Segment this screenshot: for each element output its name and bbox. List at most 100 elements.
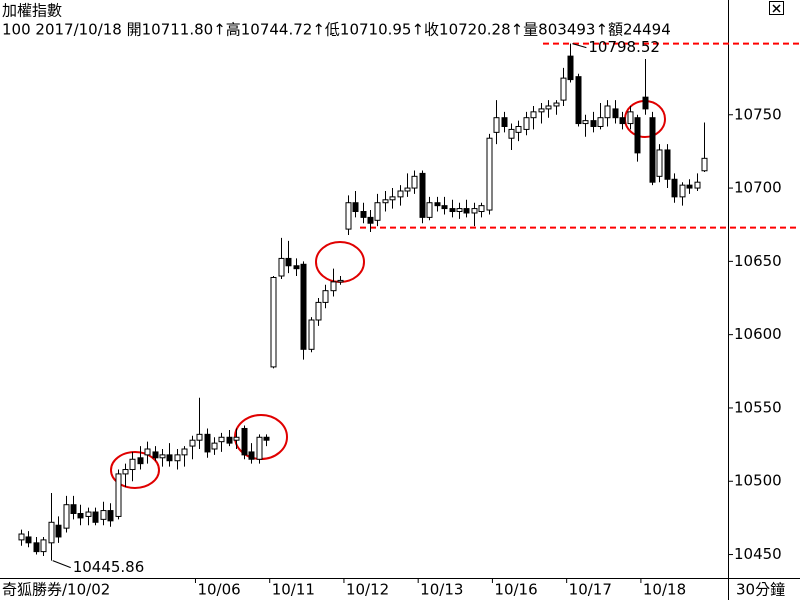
candle-body — [122, 469, 129, 475]
close-button[interactable] — [769, 1, 784, 15]
candle-body — [270, 276, 277, 368]
candle-body — [560, 77, 567, 101]
candle-body — [166, 454, 173, 462]
candle-body — [137, 457, 144, 465]
candle-body — [515, 125, 522, 133]
candle-body — [523, 117, 530, 130]
candle-body — [434, 202, 441, 207]
candle-body — [248, 451, 255, 460]
candle-body — [649, 117, 656, 183]
candle-body — [538, 108, 545, 113]
y-tick-label: 10500 — [734, 472, 782, 490]
candle-body — [300, 263, 307, 350]
candle-body — [545, 105, 552, 110]
x-tick-label: 10/06 — [197, 581, 240, 599]
candle-body — [256, 436, 263, 460]
candle-body — [582, 120, 589, 125]
candle-body — [463, 208, 470, 214]
candle-body — [241, 427, 248, 456]
candle-body — [33, 542, 40, 553]
x-tick-label: 10/13 — [420, 581, 463, 599]
candle-body — [174, 454, 181, 462]
candle-body — [597, 117, 604, 127]
candle-body — [456, 208, 463, 213]
candle-body — [55, 524, 62, 538]
candle-body — [211, 442, 218, 450]
candle-body — [196, 433, 203, 441]
candle-body — [567, 55, 574, 81]
candle-body — [493, 117, 500, 133]
candle-body — [330, 281, 337, 292]
candle-body — [352, 202, 359, 213]
candle-body — [278, 257, 285, 277]
candle-body — [218, 436, 225, 443]
y-tick-label: 10650 — [734, 252, 782, 270]
candle-body — [360, 211, 367, 218]
candle-body — [159, 454, 166, 459]
candle-body — [100, 510, 107, 520]
candle-body — [129, 458, 136, 471]
close-icon[interactable] — [772, 4, 781, 13]
candle-body — [18, 533, 25, 541]
candle-body — [404, 187, 411, 192]
candle-body — [345, 202, 352, 230]
candle-body — [25, 536, 32, 544]
candle-body — [263, 436, 270, 441]
candle-body — [374, 202, 381, 221]
candle-body — [642, 96, 649, 110]
candle-body — [389, 196, 396, 201]
info-line: 100 2017/10/18 開10711.80↑高10744.72↑低1071… — [2, 21, 671, 39]
candle-body — [590, 120, 597, 127]
candle-body — [686, 184, 693, 189]
candle-body — [604, 105, 611, 119]
candle-body — [419, 172, 426, 218]
candle-body — [85, 511, 92, 517]
candle-body — [397, 190, 404, 198]
candle-body — [694, 181, 701, 189]
candle-body — [530, 111, 537, 119]
candle-body — [115, 473, 122, 517]
candle-body — [612, 108, 619, 119]
candle-body — [478, 205, 485, 213]
candle-body — [63, 504, 70, 529]
candle-body — [701, 157, 708, 172]
candle-body — [508, 128, 515, 139]
candle-body — [411, 175, 418, 189]
candle-body — [204, 433, 211, 453]
chart-title: 加權指數 — [2, 2, 62, 20]
period-label: 30分鐘 — [736, 581, 785, 599]
candle-body — [107, 510, 114, 522]
y-tick-label: 10750 — [734, 105, 782, 123]
candle-body — [441, 205, 448, 210]
candle-body — [486, 137, 493, 211]
candle-body — [77, 512, 84, 519]
candle-body — [152, 451, 159, 459]
y-tick-label: 10550 — [734, 398, 782, 416]
candle-body — [656, 149, 663, 177]
candle-body — [449, 208, 456, 213]
candle-body — [315, 301, 322, 321]
candle-body — [634, 117, 641, 154]
candle-body — [189, 439, 196, 447]
candle-body — [627, 111, 634, 125]
x-tick-label: 10/18 — [643, 581, 686, 599]
candle-body — [293, 265, 300, 270]
candle-body — [671, 178, 678, 198]
candle-body — [322, 290, 329, 303]
candle-body — [664, 149, 671, 180]
candle-body — [181, 448, 188, 456]
highlight-circle — [110, 451, 160, 489]
candle-body — [70, 504, 77, 514]
candle-body — [308, 319, 315, 350]
candle-body — [619, 117, 626, 125]
candle-body — [367, 216, 374, 224]
candle-body — [382, 199, 389, 204]
candle-body — [426, 202, 433, 218]
annotation-leader — [572, 43, 587, 49]
max-annotation: 10798.52 — [588, 38, 660, 56]
candle-body — [92, 511, 99, 523]
candle-body — [679, 184, 686, 198]
